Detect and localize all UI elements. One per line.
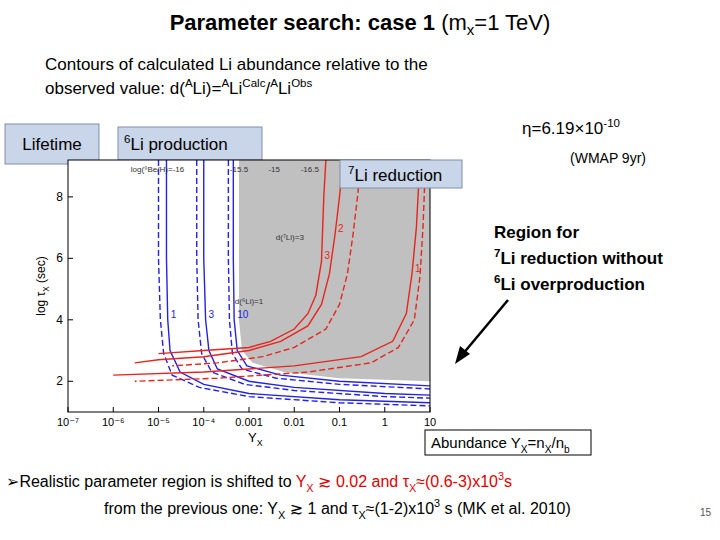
plot-annotation: -15 — [268, 165, 280, 174]
x-tick — [339, 407, 340, 412]
x-tick-label: 10⁻⁷ — [57, 416, 79, 428]
contour-label: 3 — [324, 250, 330, 261]
abundance-label: Abundance YX=nX/nb — [431, 434, 570, 455]
plot-annotation: d(⁶Li)=1 — [235, 297, 264, 306]
arrow-head — [455, 346, 470, 364]
plot-frame — [68, 160, 430, 412]
x-tick-label: 0.01 — [284, 416, 305, 428]
x-tick-label: 10 — [424, 416, 436, 428]
contour-line — [135, 160, 343, 363]
contour-line — [197, 160, 430, 398]
contour-line — [204, 160, 430, 395]
title: Parameter search: case 1 (mx=1 TeV) — [170, 10, 551, 38]
x-tick-label: 10⁻⁴ — [192, 416, 215, 428]
contour-line — [166, 160, 430, 403]
subtitle: observed value: d(ALi)=ALiCalc/ALiObs — [45, 77, 313, 98]
y-tick — [68, 258, 73, 259]
abundance-box — [425, 430, 591, 455]
x-axis-label: YX — [248, 430, 263, 448]
x-tick — [203, 407, 204, 412]
lifetime-label: Lifetime — [22, 135, 82, 154]
x-tick — [113, 407, 114, 412]
contour-line — [135, 160, 426, 381]
x-tick — [158, 407, 159, 412]
x-tick — [68, 407, 69, 412]
li6-label: 6Li production — [124, 133, 228, 154]
wmap-label: (WMAP 9yr) — [570, 150, 646, 166]
plot-annotation: log(⁹Be/H)=-16 — [131, 165, 185, 174]
x-tick-label: 0.001 — [235, 416, 263, 428]
region-label: 7Li reduction without — [494, 247, 663, 268]
contour-line — [113, 160, 420, 375]
bullet-line: ➢Realistic parameter region is shifted t… — [6, 470, 512, 494]
plot-bg — [68, 160, 430, 412]
contour-label: 10 — [237, 309, 249, 320]
plot-annotation: -15.5 — [230, 165, 249, 174]
plot-annotation: -16.5 — [301, 165, 320, 174]
eta-label: η=6.19×10-10 — [522, 117, 620, 138]
region-label: 6Li overproduction — [494, 273, 645, 294]
plot-annotation: d(⁷Li)=3 — [276, 233, 305, 242]
x-tick-label: 1 — [382, 416, 388, 428]
contour-label: 1 — [415, 263, 421, 274]
contour-line — [159, 160, 326, 354]
y-tick-label: 2 — [56, 374, 63, 388]
contour-line — [233, 160, 430, 386]
x-tick — [430, 407, 431, 412]
contour-line — [172, 160, 361, 366]
x-tick — [294, 407, 295, 412]
label-box — [5, 124, 99, 164]
x-tick-label: 10⁻⁵ — [147, 416, 170, 428]
contour-label: 2 — [338, 223, 344, 234]
contour-label: 3 — [209, 309, 215, 320]
contour-line — [159, 160, 431, 406]
li7-label: 7Li reduction — [348, 164, 442, 185]
y-tick-label: 8 — [56, 190, 63, 204]
bullet-line: from the previous one: YX ≳ 1 and τX≈(1-… — [104, 497, 571, 521]
y-tick-label: 6 — [56, 251, 63, 265]
label-box — [340, 160, 462, 188]
contour-label: 1 — [171, 309, 177, 320]
plot-marks — [113, 160, 430, 406]
region-label: Region for — [494, 223, 579, 242]
x-tick — [384, 407, 385, 412]
subtitle: Contours of calculated Li abundance rela… — [45, 55, 428, 74]
x-tick-label: 10⁻⁶ — [102, 416, 125, 428]
y-tick — [68, 319, 73, 320]
y-tick — [68, 381, 73, 382]
y-axis-label: log τX (sec) — [34, 256, 51, 316]
y-tick-label: 4 — [56, 313, 63, 327]
arrow — [462, 300, 508, 355]
y-tick — [68, 196, 73, 197]
x-tick-label: 0.1 — [332, 416, 347, 428]
slide: Parameter search: case 1 (mx=1 TeV) Conto… — [0, 0, 720, 540]
label-box — [118, 127, 262, 160]
region-area — [239, 160, 430, 381]
x-tick — [249, 407, 250, 412]
page-number: 15 — [700, 507, 712, 518]
